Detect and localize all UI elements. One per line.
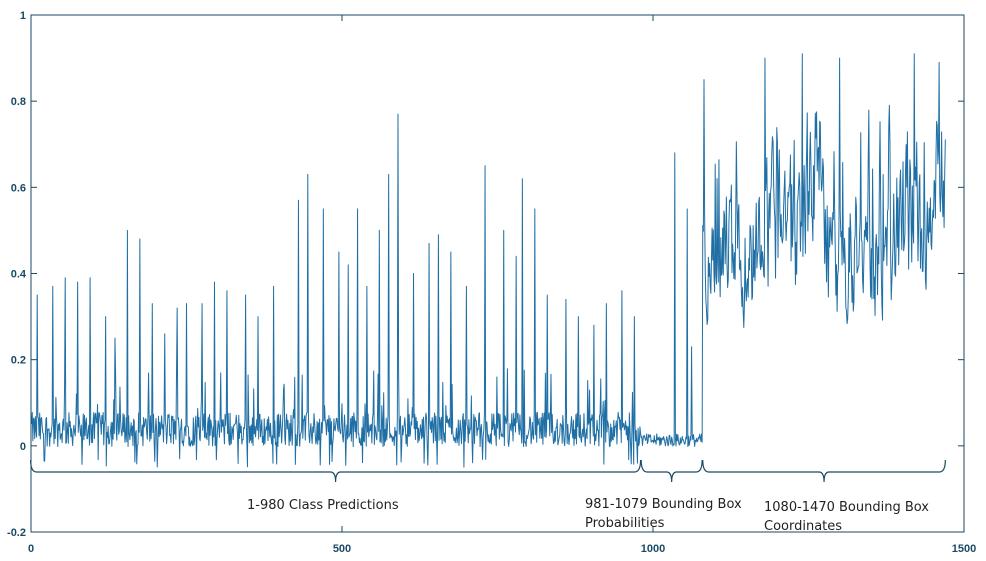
annotation-brace bbox=[702, 459, 946, 483]
series-line bbox=[31, 53, 946, 468]
x-tick-label: 0 bbox=[28, 543, 34, 555]
y-tick-label: 0.2 bbox=[11, 355, 26, 367]
plot-background bbox=[31, 15, 964, 532]
x-tick-label: 500 bbox=[333, 543, 351, 555]
y-tick-label: 0.8 bbox=[11, 96, 26, 108]
x-tick-label: 1000 bbox=[641, 543, 665, 555]
annotation-bbox-coord-line2: Coordinates bbox=[764, 519, 842, 534]
x-tick-label: 1500 bbox=[952, 543, 976, 555]
y-tick-label: 0.4 bbox=[11, 269, 27, 281]
annotation-layer: 1-980 Class Predictions 981-1079 Boundin… bbox=[30, 459, 946, 534]
series-layer bbox=[31, 53, 946, 468]
annotation-class-predictions: 1-980 Class Predictions bbox=[247, 498, 399, 513]
annotation-bbox-prob-line1: 981-1079 Bounding Box bbox=[585, 497, 742, 512]
annotation-bbox-coord-line1: 1080-1470 Bounding Box bbox=[764, 500, 929, 515]
y-tick-label: 1 bbox=[20, 10, 26, 22]
annotation-brace bbox=[640, 459, 703, 483]
annotation-brace bbox=[30, 459, 642, 483]
annotation-bbox-prob-line2: Probabilities bbox=[585, 516, 665, 531]
axes-layer: 0 500 1000 1500-0.200.20.40.60.81 bbox=[7, 10, 976, 555]
y-tick-label: 0 bbox=[20, 441, 26, 453]
y-tick-label: 0.6 bbox=[11, 182, 26, 194]
y-tick-label: -0.2 bbox=[7, 527, 26, 539]
